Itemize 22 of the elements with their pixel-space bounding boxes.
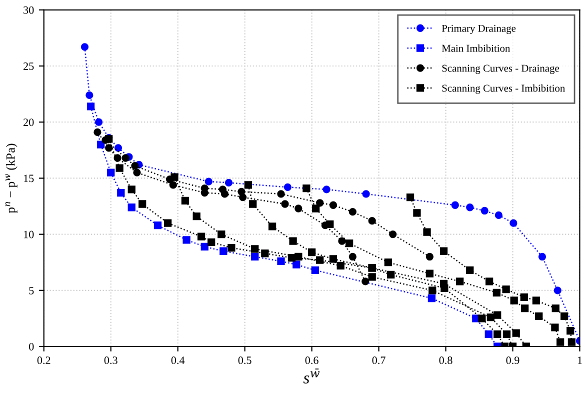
x-tick-label: 0.4 (171, 356, 185, 364)
y-tick-label: 20 (24, 118, 34, 126)
y-tick-label: 30 (24, 6, 34, 14)
legend-label: Scanning Curves - Drainage (442, 64, 559, 74)
x-tick-label: 1 (578, 356, 582, 364)
y-tick-label: 0 (29, 342, 34, 350)
x-axis-title: s$^{w̄}$ (303, 368, 320, 384)
x-tick-label: 0.9 (506, 356, 520, 364)
x-tick-label: 0.6 (305, 356, 318, 364)
legend-label: Main Imbibition (442, 44, 510, 52)
x-tick-label: 0.5 (238, 356, 252, 364)
y-tick-label: 15 (24, 174, 34, 182)
y-axis-title: p$^{n}$ − p$^{w}$ (kPa) (5, 144, 18, 214)
y-tick-label: 25 (24, 62, 34, 70)
y-tick-label: 5 (29, 286, 34, 294)
y-tick-label: 10 (24, 230, 34, 238)
x-tick-label: 0.2 (37, 356, 50, 364)
x-tick-label: 0.7 (372, 356, 386, 364)
legend-label: Scanning Curves - Imbibition (442, 84, 565, 94)
x-tick-label: 0.3 (104, 356, 118, 364)
legend-label: Primary Drainage (442, 24, 516, 34)
x-tick-label: 0.8 (439, 356, 452, 364)
